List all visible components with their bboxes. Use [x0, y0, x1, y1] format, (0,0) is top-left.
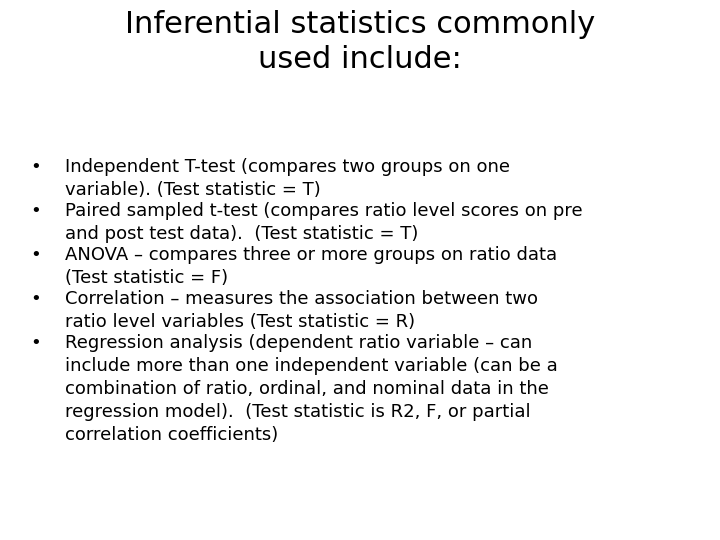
Text: Regression analysis (dependent ratio variable – can
include more than one indepe: Regression analysis (dependent ratio var… — [65, 334, 558, 443]
Text: •: • — [30, 158, 41, 176]
Text: •: • — [30, 246, 41, 264]
Text: •: • — [30, 202, 41, 220]
Text: •: • — [30, 334, 41, 352]
Text: Independent T-test (compares two groups on one
variable). (Test statistic = T): Independent T-test (compares two groups … — [65, 158, 510, 199]
Text: Correlation – measures the association between two
ratio level variables (Test s: Correlation – measures the association b… — [65, 290, 538, 331]
Text: Inferential statistics commonly
used include:: Inferential statistics commonly used inc… — [125, 10, 595, 74]
Text: ANOVA – compares three or more groups on ratio data
(Test statistic = F): ANOVA – compares three or more groups on… — [65, 246, 557, 287]
Text: Paired sampled t-test (compares ratio level scores on pre
and post test data).  : Paired sampled t-test (compares ratio le… — [65, 202, 582, 243]
Text: •: • — [30, 290, 41, 308]
